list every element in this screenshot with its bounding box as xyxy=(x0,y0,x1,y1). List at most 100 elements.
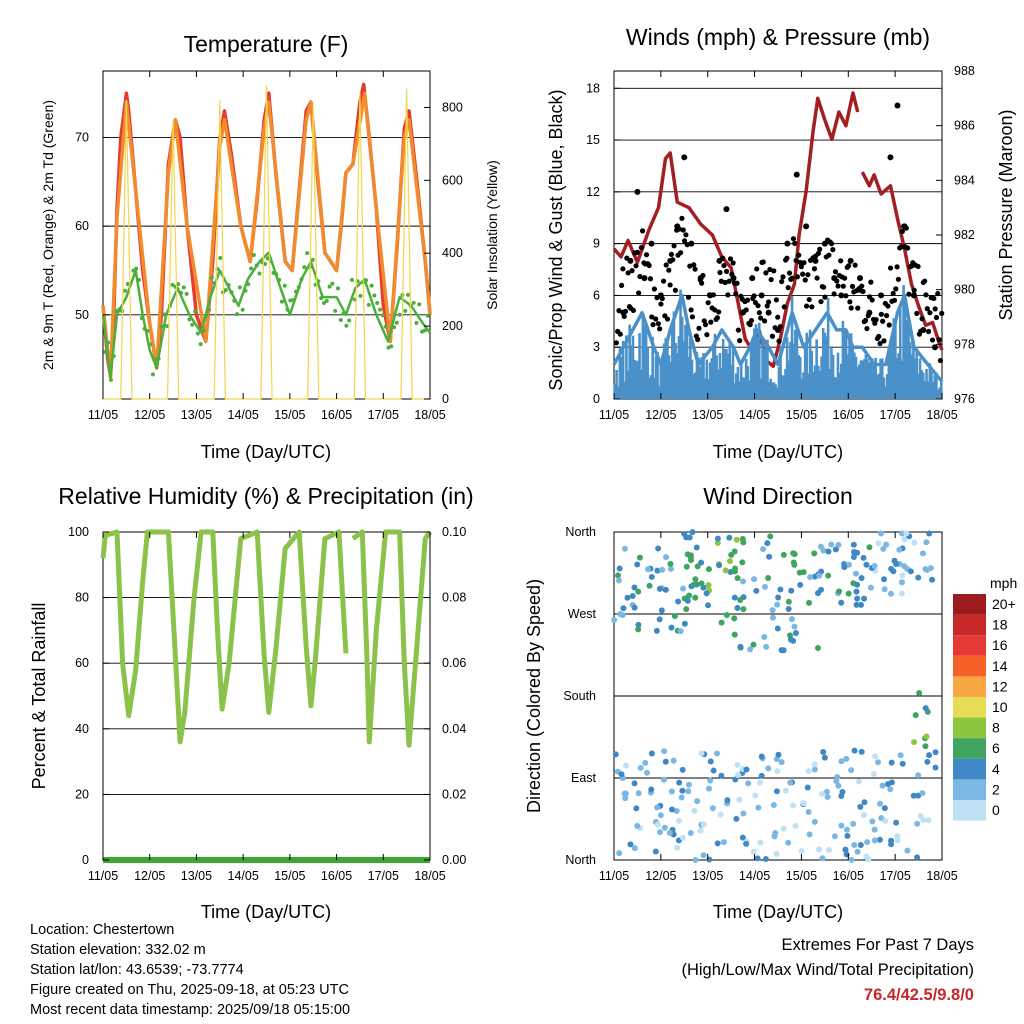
gust-point xyxy=(855,305,861,311)
direction-point xyxy=(627,841,634,848)
direction-point xyxy=(866,544,873,551)
direction-point xyxy=(805,809,812,816)
direction-point xyxy=(875,759,882,766)
direction-point xyxy=(770,802,777,809)
gust-point xyxy=(884,313,890,319)
winds-series xyxy=(612,91,945,399)
gust-point xyxy=(859,283,865,289)
gust-point xyxy=(618,282,625,288)
direction-point xyxy=(676,779,683,786)
gust-point xyxy=(684,242,690,248)
direction-point xyxy=(666,829,673,836)
direction-point xyxy=(805,768,812,775)
direction-point xyxy=(685,781,692,788)
gust-point xyxy=(893,286,899,292)
dewpoint-point xyxy=(218,255,223,260)
latest-timestamp-text: Most recent data timestamp: 2025/09/18 0… xyxy=(30,1002,351,1018)
direction-point xyxy=(885,780,892,787)
dewpoint-point xyxy=(134,266,139,271)
station-info: Location: Chestertown Station elevation:… xyxy=(30,920,350,1020)
dewpoint-point xyxy=(184,291,189,296)
direction-point xyxy=(761,633,768,640)
dewpoint-point xyxy=(274,272,279,277)
gust-point xyxy=(723,206,730,213)
direction-point xyxy=(633,805,640,812)
gust-point xyxy=(629,268,635,274)
direction-point xyxy=(772,830,779,837)
direction-point xyxy=(705,785,712,792)
gust-point xyxy=(885,303,891,309)
x-tick-label: 16/05 xyxy=(833,869,864,883)
direction-point xyxy=(718,772,725,779)
direction-point xyxy=(887,786,894,793)
gust-point xyxy=(730,260,736,266)
temperature-ticks: 11/05 12/05 13/05 14/05 15/05 16/05 17/05 18/05… xyxy=(75,71,463,422)
direction-point xyxy=(739,834,746,841)
direction-point xyxy=(910,792,917,799)
location-text: Location: Chestertown xyxy=(30,922,175,938)
direction-point xyxy=(867,584,874,591)
winds-ylabel: Sonic/Prop Wind & Gust (Blue, Black) xyxy=(546,89,566,390)
direction-point xyxy=(843,755,850,762)
direction-point xyxy=(899,760,906,767)
x-tick-label: 14/05 xyxy=(228,869,259,883)
dewpoint-point xyxy=(108,377,113,382)
direction-point xyxy=(740,539,747,546)
gust-point xyxy=(749,275,756,282)
direction-point xyxy=(852,570,859,577)
y2-tick-label: 984 xyxy=(954,173,975,187)
dewpoint-point xyxy=(209,275,214,280)
dewpoint-point xyxy=(389,344,394,349)
gust-point xyxy=(898,244,904,250)
gust-point xyxy=(660,278,667,284)
direction-point xyxy=(723,612,730,619)
direction-point xyxy=(893,819,900,826)
x-tick-label: 15/05 xyxy=(274,408,305,422)
direction-point xyxy=(734,604,741,611)
legend-swatch xyxy=(953,779,986,800)
legend-label: 14 xyxy=(992,658,1008,674)
gust-point xyxy=(937,357,944,364)
extremes-title: Extremes For Past 7 Days xyxy=(781,936,974,954)
direction-point xyxy=(851,747,858,754)
gust-point xyxy=(671,243,677,249)
gust-point xyxy=(929,337,936,343)
direction-point xyxy=(842,846,849,853)
dewpoint-point xyxy=(131,268,136,273)
dewpoint-point xyxy=(299,277,304,282)
direction-point xyxy=(774,625,781,632)
gust-point xyxy=(722,279,728,286)
direction-point xyxy=(853,588,860,595)
gust-point xyxy=(622,308,629,314)
direction-point xyxy=(919,550,926,557)
direction-point xyxy=(919,790,926,797)
gust-point xyxy=(873,317,879,323)
y2-tick-label: 980 xyxy=(954,283,975,297)
direction-point xyxy=(694,798,701,805)
direction-point xyxy=(645,566,652,573)
direction-point xyxy=(686,592,693,599)
dewpoint-point xyxy=(145,329,150,334)
direction-point xyxy=(618,771,625,778)
direction-point xyxy=(670,757,677,764)
gust-point xyxy=(663,262,669,268)
dewpoint-point xyxy=(364,278,369,283)
dewpoint-point xyxy=(249,266,254,271)
y-tick-label: 9 xyxy=(593,237,600,251)
direction-point xyxy=(848,856,855,863)
direction-point xyxy=(658,607,665,614)
gust-point xyxy=(817,246,823,252)
dewpoint-point xyxy=(403,308,408,313)
dewpoint-point xyxy=(176,282,181,287)
direction-point xyxy=(773,850,780,857)
dewpoint-point xyxy=(150,372,155,377)
dewpoint-point xyxy=(198,342,203,347)
direction-point xyxy=(767,533,774,540)
direction-point xyxy=(850,553,857,560)
direction-point xyxy=(901,563,908,570)
gust-point xyxy=(914,310,920,317)
direction-point xyxy=(870,770,877,777)
direction-point xyxy=(792,823,799,830)
direction-point xyxy=(765,765,772,772)
direction-point xyxy=(911,739,918,746)
